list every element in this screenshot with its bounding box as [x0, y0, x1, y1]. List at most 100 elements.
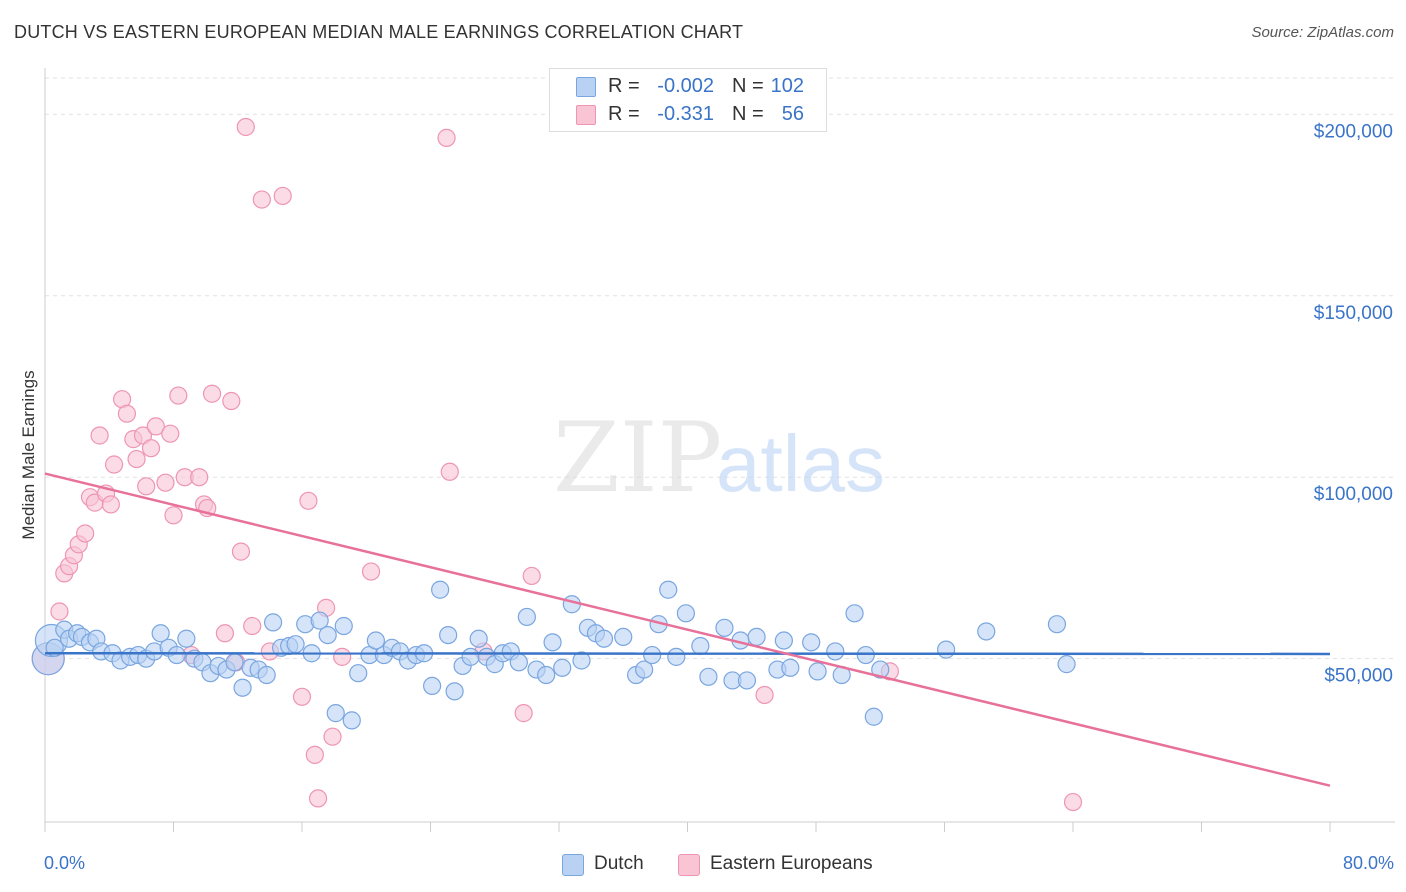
- point-dutch: [572, 651, 591, 670]
- point-dutch: [826, 642, 845, 661]
- point-dutch: [1057, 655, 1076, 674]
- point-dutch: [856, 645, 875, 665]
- point-eastern-europeans: [305, 745, 324, 764]
- point-dutch: [177, 629, 196, 648]
- point-eastern-europeans: [243, 616, 262, 636]
- point-dutch: [614, 627, 633, 647]
- point-eastern-europeans: [156, 473, 175, 492]
- point-dutch: [659, 580, 678, 599]
- point-dutch: [233, 678, 252, 697]
- point-dutch: [667, 647, 686, 666]
- point-dutch: [318, 625, 337, 645]
- point-eastern-europeans: [190, 468, 209, 487]
- point-dutch: [864, 707, 883, 726]
- source-label: Source: ZipAtlas.com: [1251, 24, 1394, 41]
- point-dutch: [349, 664, 368, 683]
- point-dutch: [715, 618, 734, 637]
- point-eastern-europeans: [308, 789, 328, 808]
- point-dutch: [167, 645, 186, 665]
- legend-r-label: R =: [608, 103, 640, 125]
- points-dutch: [31, 580, 1076, 730]
- point-dutch: [366, 631, 385, 650]
- point-dutch: [517, 607, 536, 627]
- series-legend-swatch-eastern-europeans: [678, 854, 700, 876]
- point-dutch: [263, 613, 283, 632]
- legend-swatch-dutch: [576, 77, 596, 97]
- point-eastern-europeans: [299, 491, 318, 510]
- legend-swatch-eastern-europeans: [576, 105, 596, 125]
- point-dutch: [635, 660, 654, 679]
- point-dutch: [537, 665, 556, 685]
- point-dutch: [257, 665, 276, 685]
- point-dutch: [342, 711, 361, 730]
- series-legend-label-eastern-europeans: Eastern Europeans: [710, 853, 873, 874]
- point-eastern-europeans: [252, 190, 271, 209]
- point-dutch: [445, 682, 464, 701]
- point-eastern-europeans: [292, 687, 312, 706]
- point-eastern-europeans: [333, 647, 352, 666]
- point-dutch: [151, 624, 170, 643]
- point-dutch: [676, 604, 695, 623]
- point-dutch: [643, 645, 662, 665]
- trend-line-eastern-europeans: [44, 472, 1331, 787]
- point-eastern-europeans: [361, 562, 381, 581]
- legend-row-eastern-europeans: R = -0.331 N = 56: [550, 100, 826, 128]
- point-eastern-europeans: [117, 404, 137, 423]
- point-dutch: [543, 633, 562, 652]
- point-dutch: [747, 627, 766, 647]
- point-eastern-europeans: [141, 439, 161, 458]
- point-dutch: [937, 640, 956, 659]
- series-legend: Dutch Eastern Europeans: [0, 852, 1406, 878]
- point-dutch: [553, 658, 572, 677]
- y-tick-label: $50,000: [1324, 666, 1393, 687]
- point-dutch: [802, 633, 821, 652]
- watermark: ZIP atlas: [553, 402, 885, 514]
- legend-r-value: -0.331: [657, 103, 714, 125]
- point-eastern-europeans: [101, 495, 120, 514]
- point-dutch: [431, 580, 450, 599]
- trend-lines: [44, 472, 1331, 787]
- point-eastern-europeans: [164, 506, 183, 525]
- point-dutch: [225, 653, 244, 672]
- y-tick-label: $200,000: [1314, 121, 1393, 142]
- legend-r-value: -0.002: [657, 75, 714, 97]
- point-dutch: [423, 676, 442, 696]
- legend-r-label: R =: [608, 75, 640, 97]
- point-dutch: [699, 667, 718, 686]
- watermark-zip: ZIP: [553, 402, 722, 514]
- point-eastern-europeans: [202, 384, 222, 403]
- point-dutch: [977, 622, 996, 641]
- legend-n-value: 56: [781, 103, 804, 125]
- trend-line-dutch: [44, 651, 1331, 656]
- point-eastern-europeans: [50, 602, 69, 621]
- point-eastern-europeans: [90, 426, 109, 445]
- point-eastern-europeans: [323, 727, 342, 746]
- point-eastern-europeans: [236, 117, 255, 137]
- y-axis-label: Median Male Earnings: [19, 370, 38, 539]
- point-dutch: [781, 658, 800, 677]
- watermark-atlas: atlas: [716, 419, 885, 508]
- point-dutch: [691, 636, 710, 656]
- point-dutch: [871, 660, 890, 679]
- point-dutch: [594, 629, 614, 648]
- point-dutch: [461, 647, 480, 666]
- point-eastern-europeans: [76, 524, 95, 543]
- point-dutch: [774, 631, 793, 650]
- point-eastern-europeans: [273, 186, 292, 206]
- point-eastern-europeans: [1063, 792, 1083, 812]
- point-dutch: [1047, 615, 1067, 634]
- y-tick-label: $100,000: [1314, 484, 1393, 505]
- point-eastern-europeans: [169, 386, 188, 405]
- point-eastern-europeans: [222, 391, 241, 411]
- series-legend-label-dutch: Dutch: [594, 853, 644, 874]
- point-eastern-europeans: [137, 477, 156, 496]
- x-tick-label-max: 80.0%: [1343, 853, 1394, 873]
- axes: [44, 68, 1395, 832]
- grid-lines: [45, 77, 1395, 660]
- point-dutch: [310, 611, 329, 630]
- series-legend-swatch-dutch: [562, 854, 584, 876]
- point-eastern-europeans: [104, 455, 124, 474]
- point-dutch: [469, 629, 488, 648]
- point-dutch: [808, 662, 827, 681]
